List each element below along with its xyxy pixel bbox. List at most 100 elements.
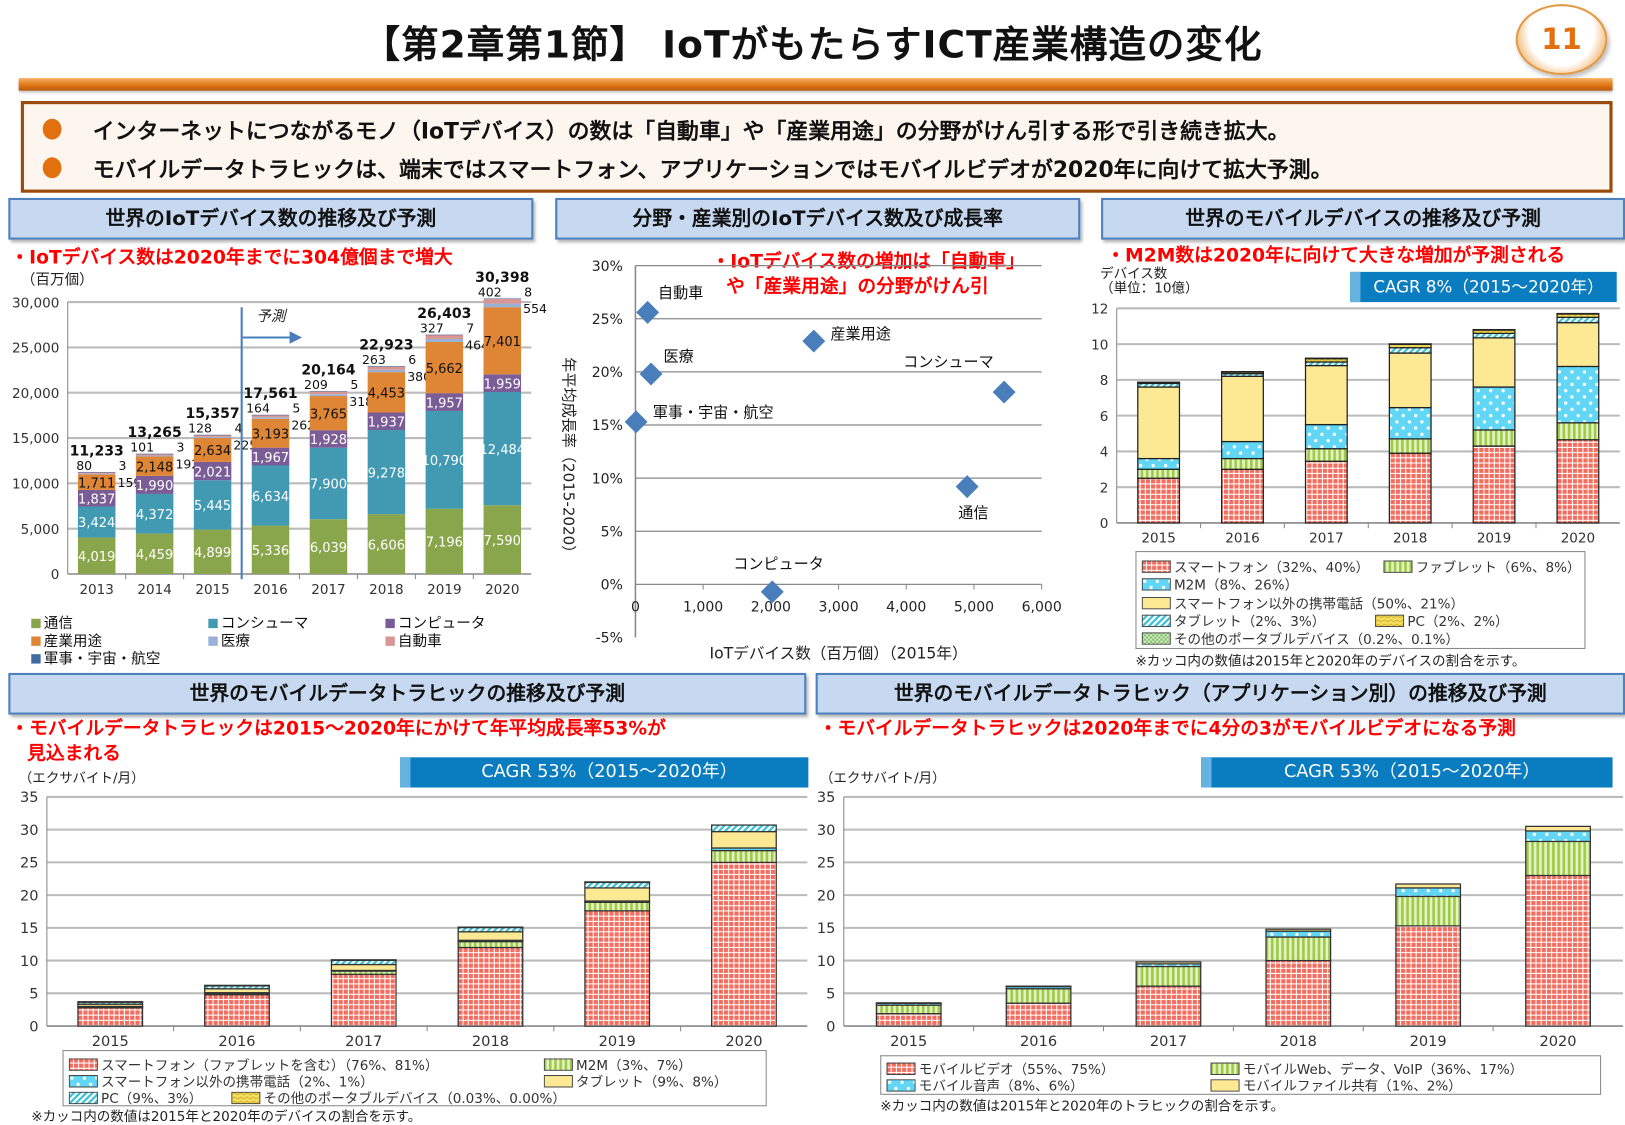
data-label: 1,957 [426, 396, 463, 411]
legend-label: ファブレット（6%、8%） [1415, 560, 1581, 577]
bar-segment [584, 910, 651, 1027]
data-label: 327 [420, 321, 444, 336]
data-label: 1,990 [136, 479, 173, 494]
traffic-apps-note: ・モバイルデータトラヒックは2020年までに4分の3がモバイルビデオになる予測 [818, 717, 1516, 740]
y-tick-label: 10 [817, 953, 836, 970]
legend-label: スマートフォン以外の携帯電話（2%、1%） [101, 1075, 374, 1091]
legend-label: その他のポータブルデバイス（0.2%、0.1%） [1173, 632, 1460, 648]
bar-segment [77, 472, 116, 474]
bar-segment [367, 430, 406, 515]
bar-segment [875, 1002, 942, 1004]
legend-item: 軍事・宇宙・航空 [31, 648, 160, 669]
bar-segment [711, 830, 777, 849]
data-label: 7,401 [484, 335, 521, 350]
y-tick-label: 15% [592, 418, 623, 434]
bar-segment [425, 508, 464, 574]
panel-title-mobile-devices: 世界のモバイルデバイスの推移及び予測 [1101, 197, 1625, 240]
data-label: 10,790 [422, 454, 468, 469]
data-label: 4,459 [136, 548, 173, 563]
bar-segment [367, 514, 406, 574]
x-tick-label: 2,000 [751, 599, 791, 615]
bar-segment [584, 887, 651, 902]
forecast-arrow-head [289, 331, 303, 344]
bar-segment [251, 414, 290, 418]
traffic-apps-cagr-banner: CAGR 53%（2015～2020年） [1201, 757, 1613, 788]
x-tick-label: 2015 [92, 1033, 129, 1050]
bar-segment [1005, 988, 1072, 1004]
data-label: 1,959 [484, 377, 521, 392]
bar-segment [1395, 925, 1462, 1027]
scatter-point [955, 475, 979, 499]
legend-item: PC（9%、3%） [68, 1088, 202, 1107]
total-label: 11,233 [70, 444, 124, 460]
bar-segment [193, 461, 232, 481]
bar-segment [1137, 477, 1181, 524]
bar-segment [1388, 352, 1432, 409]
data-label: 80 [76, 458, 92, 473]
x-tick-label: 1,000 [683, 599, 723, 615]
bar-segment [584, 901, 651, 912]
legend-swatch [68, 1091, 98, 1104]
data-label: 7,590 [484, 534, 521, 549]
bar-segment [1265, 936, 1332, 962]
data-label: 1,937 [368, 415, 405, 430]
legend-item: モバイルファイル共有（1%、2%） [1210, 1075, 1462, 1095]
bar-segment [425, 393, 464, 411]
y-tick-label: 0 [1100, 516, 1109, 532]
y-tick-label: 5% [601, 524, 623, 540]
bar-segment [1472, 445, 1516, 524]
bar-segment [367, 412, 406, 431]
sectors-note-line2: や「産業用途」の分野がけん引 [726, 276, 989, 298]
bar-segment [77, 506, 116, 538]
y-tick-label: 10,000 [12, 477, 59, 493]
bar-segment [309, 519, 348, 574]
data-label: 6,606 [368, 538, 405, 553]
x-tick-label: 2018 [369, 582, 403, 598]
forecast-label: 予測 [256, 308, 286, 326]
bar-segment [204, 984, 270, 987]
total-label: 30,398 [475, 270, 529, 286]
scatter-point [760, 580, 784, 604]
x-tick-label: 2020 [1561, 531, 1595, 547]
bar-segment [1221, 440, 1264, 460]
y-tick-label: 8 [1100, 373, 1109, 389]
legend-swatch [1383, 559, 1413, 573]
bar-segment [1137, 386, 1181, 460]
y-tick-label: 25% [592, 312, 623, 328]
data-label: 402 [478, 284, 502, 299]
y-tick-label: 4 [1100, 445, 1109, 461]
bar-segment [77, 537, 116, 574]
bar-segment [1304, 448, 1348, 462]
bar-segment [1304, 364, 1348, 426]
bar-segment [1265, 928, 1332, 932]
bar-segment [251, 418, 290, 448]
legend-swatch [31, 618, 41, 628]
y-tick-label: 30 [817, 822, 836, 839]
scatter-point [636, 300, 660, 324]
data-label: 3 [177, 440, 185, 455]
bar-segment [1472, 386, 1516, 431]
legend-item: モバイル音声（8%、6%） [886, 1075, 1084, 1095]
legend-item: 自動車 [385, 630, 442, 651]
data-label: 9,278 [368, 466, 405, 481]
data-label: 2,148 [136, 460, 173, 475]
legend-swatch [886, 1078, 916, 1092]
legend-label: スマートフォン（32%、40%） [1173, 560, 1370, 577]
bar-segment [1525, 830, 1591, 843]
bar-segment [77, 472, 116, 473]
y-tick-label: 25,000 [12, 341, 59, 357]
data-label: 4,372 [136, 508, 173, 523]
bar-segment [425, 410, 464, 509]
bar-segment [193, 480, 232, 530]
bar-segment [135, 453, 174, 455]
y-tick-label: 30,000 [12, 295, 59, 311]
data-label: 7 [466, 321, 474, 336]
bar-segment [483, 505, 522, 574]
bar-segment [1556, 422, 1600, 441]
data-label: 128 [188, 421, 212, 436]
y-tick-label: 25 [20, 855, 39, 872]
legend-label: 軍事・宇宙・航空 [43, 651, 161, 668]
y-tick-label: 12 [1091, 302, 1108, 318]
point-label: コンシューマ [903, 353, 994, 371]
legend-item: スマートフォン以外の携帯電話（50%、21%） [1141, 593, 1464, 613]
